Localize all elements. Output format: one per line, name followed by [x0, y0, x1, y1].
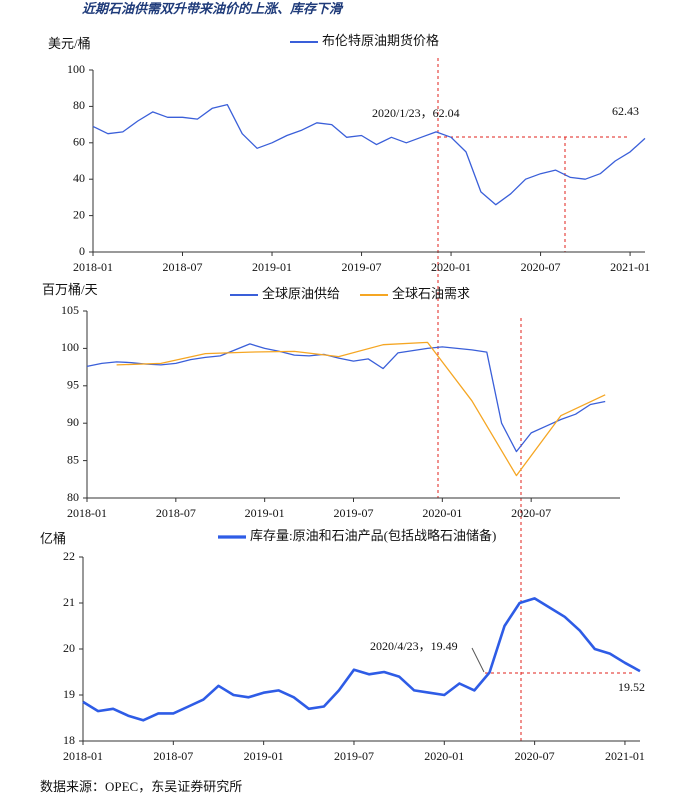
x-tick-label: 2020-01	[424, 749, 464, 763]
y-tick-label: 95	[67, 378, 79, 392]
x-tick-label: 2019-07	[334, 749, 374, 763]
data-line	[116, 341, 606, 477]
y-axis-label: 亿桶	[40, 531, 66, 546]
x-tick-label: 2019-07	[334, 506, 374, 520]
x-tick-label: 2020-07	[521, 260, 561, 274]
y-tick-label: 0	[79, 244, 85, 258]
y-tick-label: 80	[73, 98, 85, 112]
y-tick-label: 80	[67, 490, 79, 504]
x-tick-label: 2018-01	[67, 506, 107, 520]
y-axis-label: 百万桶/天	[42, 282, 98, 297]
legend-label: 库存量:原油和石油产品(包括战略石油储备)	[250, 528, 496, 543]
annotation: 19.52	[618, 680, 645, 694]
y-tick-label: 40	[73, 171, 85, 185]
y-tick-label: 90	[67, 415, 79, 429]
legend-label: 全球原油供给	[262, 286, 340, 301]
data-line	[86, 343, 606, 453]
x-tick-label: 2018-01	[63, 749, 103, 763]
y-tick-label: 60	[73, 135, 85, 149]
x-tick-label: 2019-07	[342, 260, 382, 274]
y-tick-label: 22	[63, 549, 75, 563]
x-tick-label: 2018-07	[156, 506, 196, 520]
y-tick-label: 20	[73, 207, 85, 221]
legend-label: 布伦特原油期货价格	[322, 33, 439, 48]
x-tick-label: 2021-01	[605, 749, 645, 763]
y-axis-label: 美元/桶	[48, 36, 91, 51]
x-tick-label: 2020-01	[431, 260, 471, 274]
chart-title: 近期石油供需双升带来油价的上涨、库存下滑	[82, 1, 344, 16]
y-tick-label: 20	[63, 641, 75, 655]
x-tick-label: 2020-07	[511, 506, 551, 520]
annotation: 2020/4/23，19.49	[370, 639, 458, 653]
data-line	[92, 103, 646, 206]
y-tick-label: 19	[63, 687, 75, 701]
y-tick-label: 85	[67, 452, 79, 466]
y-tick-label: 105	[61, 303, 79, 317]
source-note: 数据来源：OPEC，东吴证券研究所	[40, 779, 242, 794]
x-tick-label: 2021-01	[610, 260, 650, 274]
x-tick-label: 2018-01	[73, 260, 113, 274]
data-line	[82, 597, 641, 722]
leader-line	[471, 647, 485, 673]
y-tick-label: 21	[63, 595, 75, 609]
x-tick-label: 2019-01	[245, 506, 285, 520]
x-tick-label: 2019-01	[244, 749, 284, 763]
annotation: 62.43	[612, 104, 639, 118]
x-tick-label: 2020-01	[422, 506, 462, 520]
annotation: 2020/1/23，62.04	[372, 106, 460, 120]
legend-label: 全球石油需求	[392, 286, 470, 301]
y-tick-label: 100	[61, 340, 79, 354]
x-tick-label: 2018-07	[163, 260, 203, 274]
x-tick-label: 2019-01	[252, 260, 292, 274]
y-tick-label: 18	[63, 733, 75, 747]
x-tick-label: 2018-07	[153, 749, 193, 763]
y-tick-label: 100	[67, 62, 85, 76]
x-tick-label: 2020-07	[515, 749, 555, 763]
